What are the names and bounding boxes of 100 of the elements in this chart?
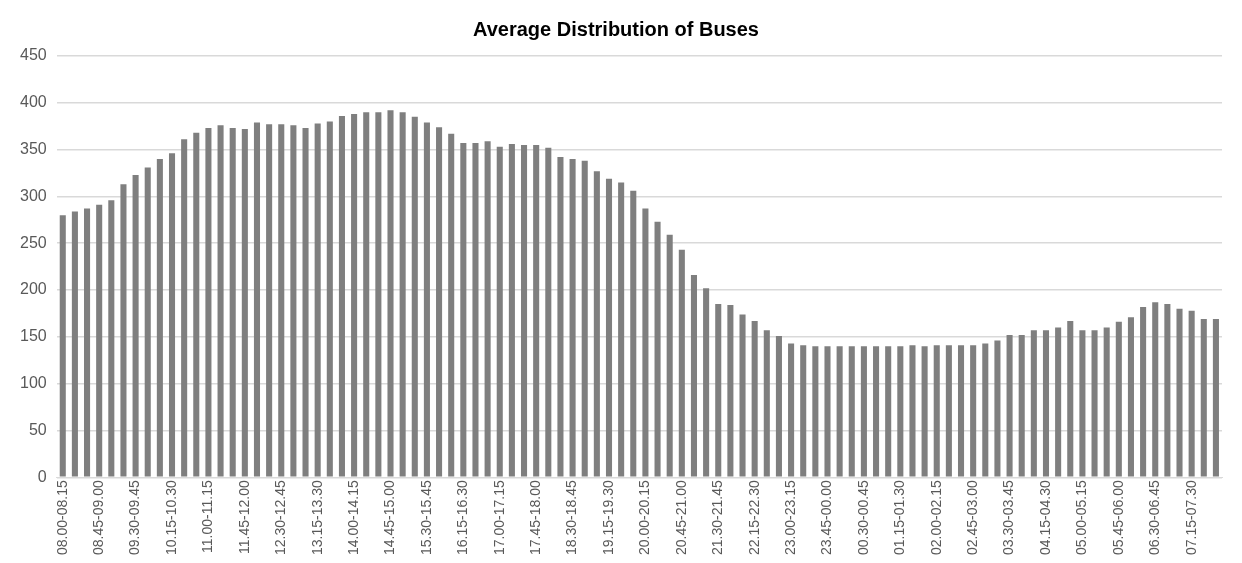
bar	[229, 128, 236, 477]
x-tick-label: 08.00-08.15	[53, 480, 70, 555]
bar	[266, 124, 273, 477]
bar	[618, 182, 625, 477]
bar	[96, 204, 103, 477]
x-tick-label: 12.30-12.45	[272, 480, 289, 555]
bar	[168, 153, 176, 477]
y-tick-label: 0	[37, 467, 47, 485]
bar	[848, 346, 855, 477]
bar	[970, 345, 977, 477]
bar	[1006, 334, 1013, 477]
bar	[1115, 321, 1122, 477]
bar	[1103, 327, 1110, 477]
x-tick-label: 13.15-13.30	[308, 480, 325, 555]
bar	[897, 346, 904, 477]
bar	[363, 112, 370, 477]
bar	[800, 345, 807, 477]
bar	[120, 184, 127, 477]
bar	[690, 275, 698, 477]
x-tick-label: 02.45-03.00	[964, 480, 981, 555]
bar	[1140, 306, 1147, 477]
bar	[241, 129, 248, 477]
x-tick-label: 23.45-00.00	[818, 480, 835, 555]
bar	[1200, 319, 1207, 477]
x-tick-label: 18.30-18.45	[563, 480, 580, 555]
x-tick-label: 11.45-12.00	[235, 480, 252, 554]
bar	[1042, 330, 1050, 477]
bar	[338, 115, 345, 477]
bar	[957, 345, 965, 477]
bar	[654, 221, 661, 477]
bar	[727, 305, 734, 477]
bar	[217, 125, 224, 477]
bar	[448, 133, 455, 477]
bar	[1164, 304, 1171, 477]
bar	[982, 343, 989, 477]
bar	[423, 122, 430, 477]
x-tick-label: 16.15-16.30	[454, 480, 471, 555]
bar	[593, 171, 600, 477]
bar	[132, 174, 139, 477]
bar	[193, 132, 200, 477]
bar	[751, 320, 758, 477]
x-tick-label: 10.15-10.30	[162, 480, 179, 555]
x-tick-label: 11.00-11.15	[199, 480, 216, 553]
bar	[545, 147, 552, 477]
bar	[1188, 310, 1195, 477]
x-tick-label: 00.30-00.45	[854, 480, 871, 555]
bar	[278, 124, 285, 477]
bar	[812, 346, 819, 477]
x-tick-label: 06.30-06.45	[1146, 480, 1163, 555]
bar	[387, 110, 394, 477]
bar	[290, 125, 297, 477]
bar	[775, 335, 782, 477]
x-tick-label: 01.15-01.30	[891, 480, 908, 555]
bar	[921, 346, 928, 477]
bar	[375, 112, 382, 477]
bar	[472, 143, 479, 477]
bar	[873, 346, 880, 477]
bar	[860, 346, 867, 477]
x-tick-label: 05.00-05.15	[1073, 480, 1090, 555]
x-tick-label: 09.30-09.45	[126, 480, 143, 555]
bar	[205, 128, 212, 477]
bar	[484, 141, 491, 477]
bar	[521, 144, 528, 477]
x-tick-label: 03.30-03.45	[1000, 480, 1017, 555]
bar	[84, 208, 91, 477]
bar	[1176, 308, 1183, 477]
x-tick-label: 23.00-23.15	[781, 480, 798, 555]
bar	[314, 123, 321, 477]
bar	[836, 346, 843, 477]
bar	[533, 144, 540, 477]
bar	[253, 122, 261, 477]
x-tick-label: 08.45-09.00	[90, 480, 107, 555]
bar	[678, 249, 685, 477]
bar	[460, 143, 467, 477]
bar	[1091, 330, 1098, 477]
bar	[59, 215, 66, 477]
y-tick-label: 300	[19, 186, 47, 204]
x-tick-label: 22.15-22.30	[745, 480, 762, 555]
bar	[1152, 302, 1159, 477]
bar	[909, 345, 916, 477]
bar	[302, 128, 309, 477]
bar	[1030, 330, 1037, 477]
x-tick-label: 19.15-19.30	[599, 480, 616, 555]
bar	[788, 343, 795, 477]
bar	[642, 208, 649, 477]
y-tick-label: 450	[19, 46, 47, 64]
bar	[1079, 330, 1086, 477]
bar	[885, 346, 892, 477]
x-tick-label: 14.00-14.15	[344, 480, 361, 555]
x-tick-label: 21.30-21.45	[709, 480, 726, 555]
bar	[1018, 334, 1025, 477]
x-tick-label: 14.45-15.00	[381, 480, 398, 555]
bar	[399, 112, 406, 477]
bar	[994, 340, 1001, 477]
bar	[933, 345, 940, 477]
bar	[108, 200, 115, 477]
bar	[181, 139, 188, 477]
bar	[71, 211, 78, 477]
bar	[508, 144, 515, 477]
bar	[630, 190, 637, 477]
